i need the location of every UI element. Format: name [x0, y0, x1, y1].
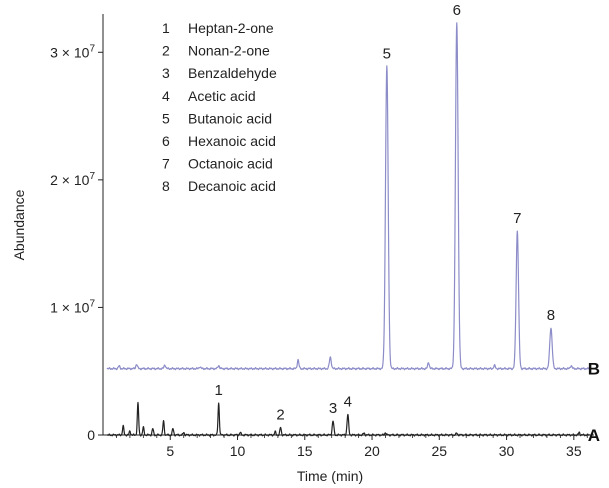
peak-label-6: 6 [453, 2, 461, 19]
legend-entry-3: Benzaldehyde [188, 65, 277, 81]
legend-entry-1: Heptan-2-one [188, 20, 274, 36]
y-tick-base: 2 × 10 [50, 172, 90, 188]
legend-entry-6: Hexanoic acid [188, 133, 276, 149]
y-tick-exponent: 7 [89, 171, 95, 182]
legend-number-7: 7 [162, 156, 170, 172]
peak-label-3: 3 [329, 400, 337, 417]
y-axis-title: Abundance [11, 189, 27, 260]
series-label-B: B [588, 360, 600, 379]
y-tick-label-3: 3 × 107 [50, 43, 95, 60]
y-tick-base: 0 [87, 427, 95, 443]
series-label-A: A [588, 426, 600, 445]
legend-number-3: 3 [162, 65, 170, 81]
legend-number-6: 6 [162, 133, 170, 149]
legend-entry-4: Acetic acid [188, 88, 256, 104]
x-tick-label-5: 5 [166, 443, 174, 459]
y-tick-label-1: 1 × 107 [50, 298, 95, 315]
peak-label-7: 7 [513, 210, 521, 227]
x-tick-label-35: 35 [566, 443, 582, 459]
legend-entry-5: Butanoic acid [188, 110, 272, 126]
legend-number-2: 2 [162, 43, 170, 59]
peak-labels: 5 6 7 8 1 2 3 4 [215, 2, 556, 423]
trace-A [106, 401, 591, 437]
x-tick-label-15: 15 [297, 443, 313, 459]
y-tick-label-0: 0 [87, 427, 95, 443]
y-tick-exponent: 7 [89, 43, 95, 54]
peak-label-5: 5 [383, 45, 391, 62]
x-tick-label-20: 20 [364, 443, 380, 459]
legend-number-8: 8 [162, 178, 170, 194]
legend-entry-8: Decanoic acid [188, 178, 276, 194]
y-tick-base: 1 × 10 [50, 299, 90, 315]
legend-number-5: 5 [162, 110, 170, 126]
peak-label-2: 2 [276, 406, 284, 423]
y-tick-label-2: 2 × 107 [50, 171, 95, 188]
peak-label-1: 1 [215, 382, 223, 399]
legend-entry-2: Nonan-2-one [188, 43, 270, 59]
peak-label-8: 8 [547, 307, 555, 324]
traces: BA [106, 22, 600, 445]
y-tick-exponent: 7 [89, 298, 95, 309]
legend-entry-7: Octanoic acid [188, 156, 273, 172]
x-tick-label-30: 30 [499, 443, 515, 459]
y-tick-base: 3 × 10 [50, 44, 90, 60]
legend-number-1: 1 [162, 20, 170, 36]
trace-B [106, 22, 591, 371]
legend-number-4: 4 [162, 88, 170, 104]
x-tick-label-25: 25 [432, 443, 448, 459]
legend: 1 Heptan-2-one 2 Nonan-2-one 3 Benzaldehyde 4 A… [162, 20, 277, 194]
x-axis-title: Time (min) [297, 468, 363, 484]
x-tick-label-10: 10 [230, 443, 246, 459]
peak-label-4: 4 [344, 394, 352, 411]
